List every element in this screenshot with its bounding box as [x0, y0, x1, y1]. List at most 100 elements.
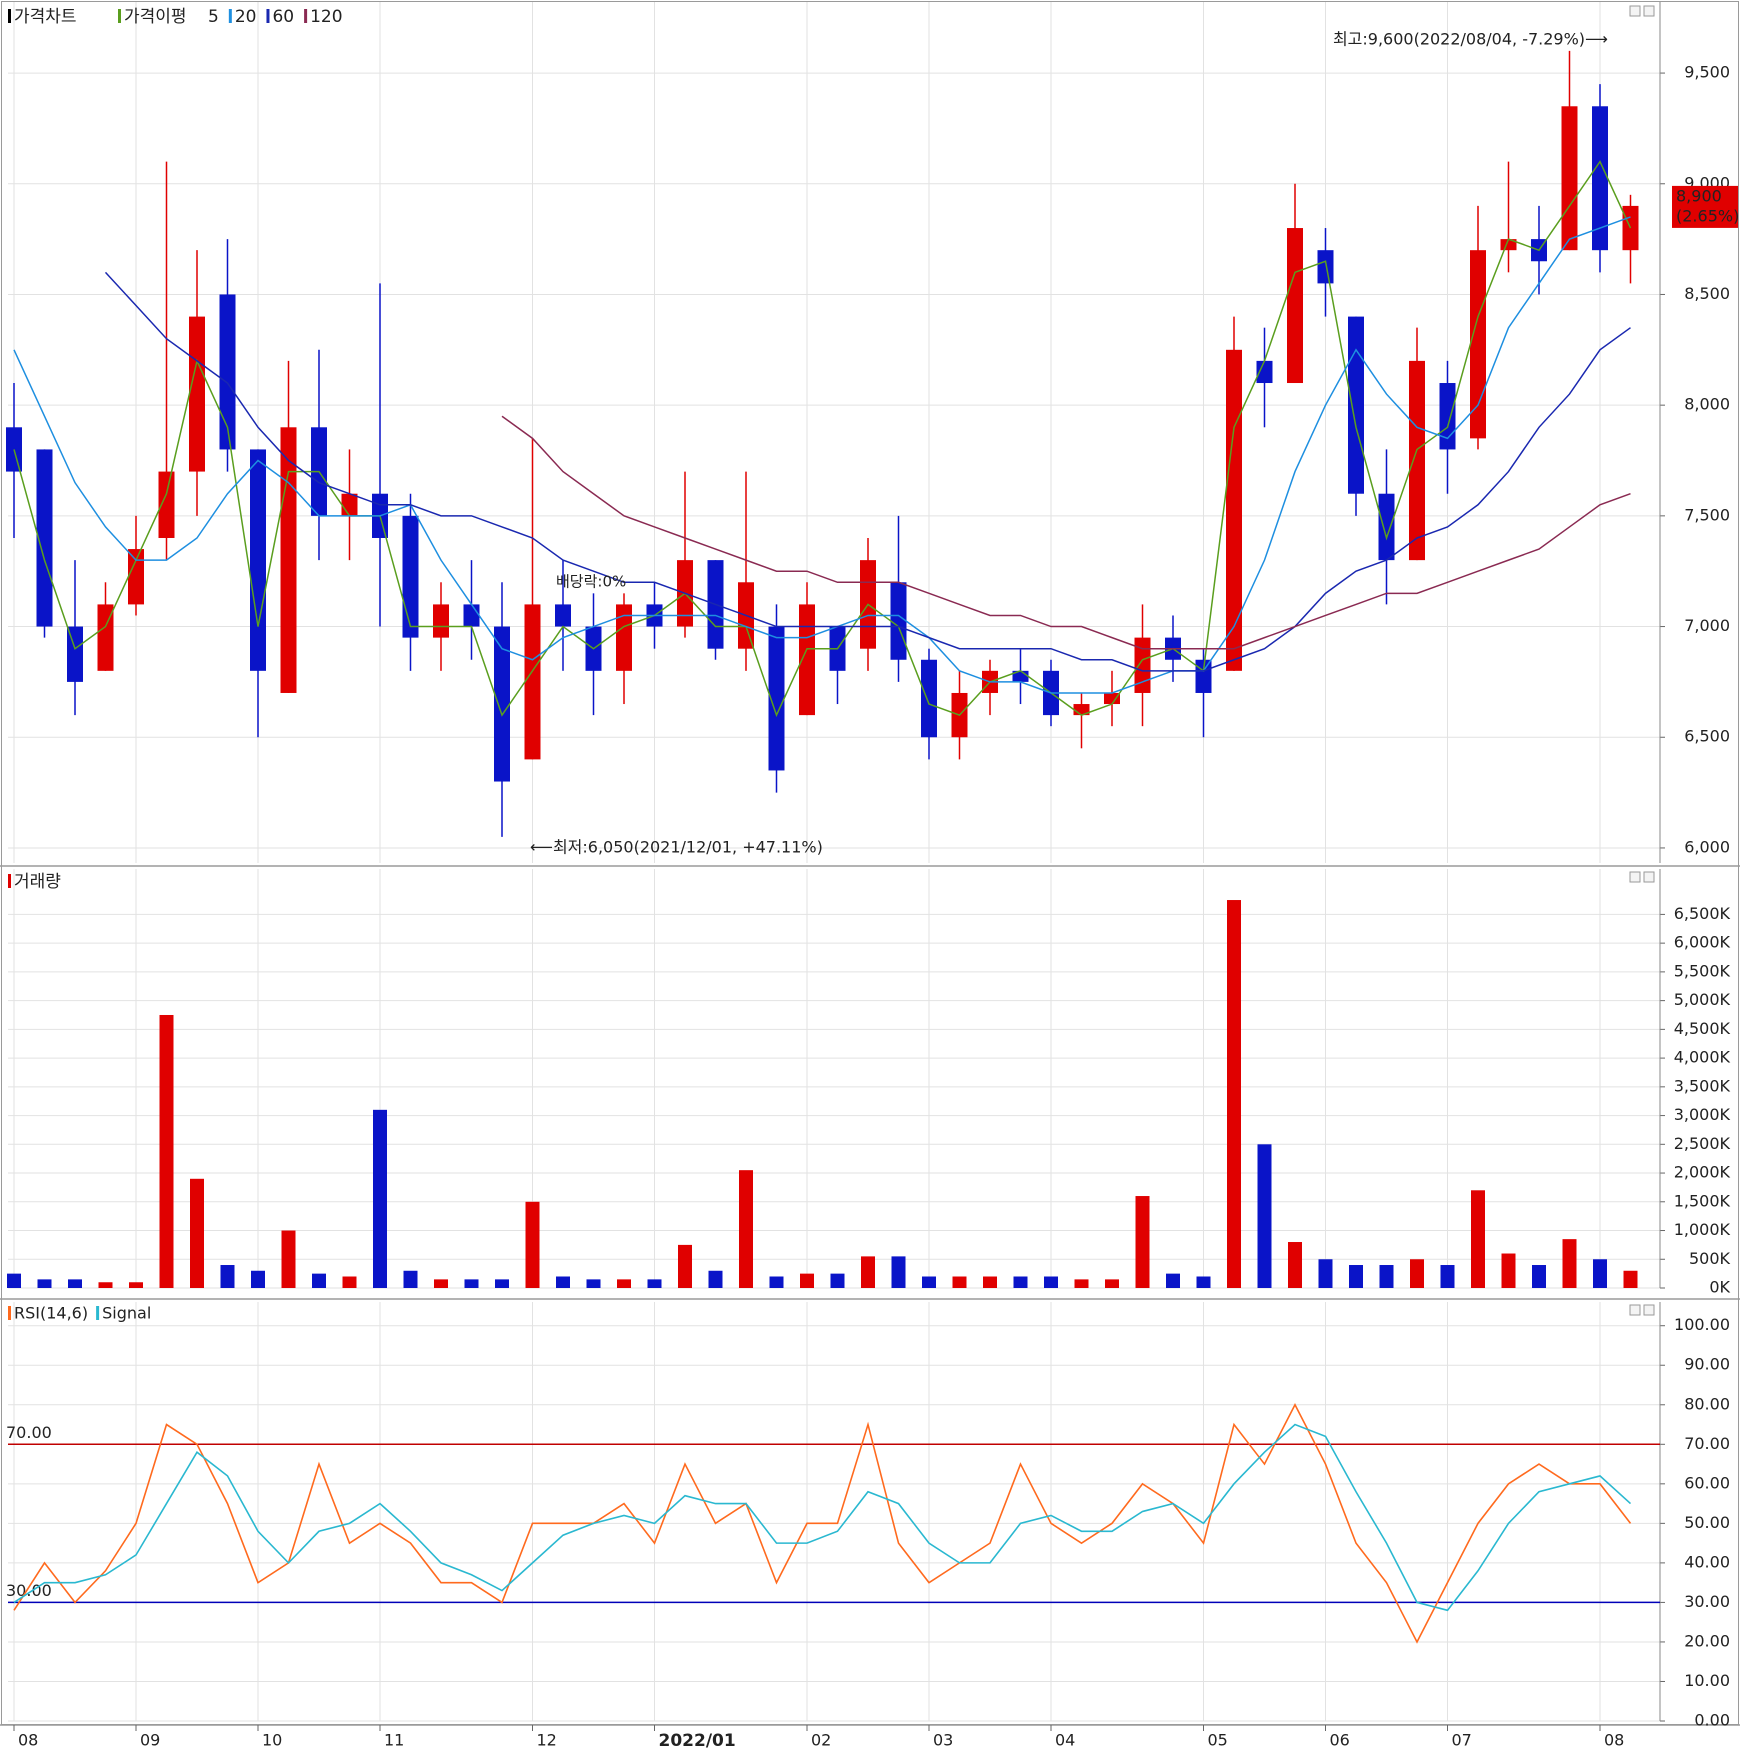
- candle-body: [799, 604, 815, 716]
- x-tick-label: 04: [1055, 1731, 1075, 1750]
- volume-bar: [617, 1279, 631, 1288]
- low-annotation: ⟵최저:6,050(2021/12/01, +47.11%): [530, 838, 823, 857]
- close-button[interactable]: [1643, 871, 1655, 883]
- volume-bar: [1166, 1273, 1180, 1288]
- volume-bar: [800, 1273, 814, 1288]
- legend-title: 가격이평: [124, 7, 187, 27]
- high-annotation: 최고:9,600(2022/08/04, -7.29%)⟶: [1333, 30, 1608, 49]
- minimize-button[interactable]: [1629, 1304, 1641, 1316]
- candle-body: [1561, 106, 1578, 251]
- x-tick-label: 08: [1604, 1731, 1624, 1750]
- volume-bar: [1044, 1276, 1058, 1288]
- legend-label: 60: [272, 7, 294, 27]
- y-tick-label: 8,000: [1684, 395, 1730, 414]
- volume-bar: [7, 1273, 21, 1288]
- volume-bar: [190, 1178, 204, 1288]
- y-tick-label: 0.00: [1694, 1711, 1730, 1730]
- volume-bar: [1318, 1259, 1333, 1288]
- volume-bar: [1135, 1196, 1150, 1288]
- y-tick-label: 70.00: [1684, 1434, 1730, 1453]
- candle-body: [1012, 670, 1029, 682]
- volume-bar: [1501, 1253, 1516, 1288]
- y-tick-label: 1,500K: [1674, 1191, 1731, 1210]
- volume-bar: [1440, 1265, 1455, 1288]
- panel-buttons[interactable]: [1629, 5, 1655, 1316]
- volume-bar: [1623, 1270, 1638, 1288]
- volume-bar: [251, 1270, 265, 1288]
- x-tick-label: 10: [262, 1731, 282, 1750]
- volume-bar: [1257, 1144, 1272, 1288]
- y-tick-label: 7,000: [1684, 616, 1730, 635]
- x-tick-label: 02: [811, 1731, 831, 1750]
- y-tick-label: 40.00: [1684, 1552, 1730, 1571]
- y-tick-label: 100.00: [1674, 1315, 1730, 1334]
- candle-body: [1378, 493, 1395, 561]
- candle-body: [250, 449, 266, 671]
- y-tick-label: 500K: [1689, 1249, 1731, 1268]
- reference-label: 70.00: [6, 1423, 52, 1442]
- y-tick-label: 90.00: [1684, 1355, 1730, 1374]
- volume-bar: [708, 1270, 723, 1288]
- legend-marker: [266, 9, 270, 23]
- y-tick-label: 2,500K: [1674, 1134, 1731, 1153]
- candle-body: [1439, 383, 1456, 450]
- y-tick-label: 50.00: [1684, 1513, 1730, 1532]
- candle-body: [341, 493, 358, 516]
- y-tick-label: 0K: [1709, 1278, 1730, 1297]
- candle-body: [616, 604, 632, 671]
- y-tick-label: 3,500K: [1674, 1076, 1731, 1095]
- y-tick-label: 5,500K: [1674, 961, 1731, 980]
- x-tick-label: 09: [140, 1731, 160, 1750]
- candle-body: [128, 549, 144, 605]
- volume-bar: [98, 1282, 113, 1288]
- close-button[interactable]: [1643, 1304, 1655, 1316]
- volume-bar: [1196, 1276, 1211, 1288]
- moving-average-line: [501, 415, 1631, 650]
- volume-bar: [281, 1230, 296, 1288]
- legend-title: 거래량: [14, 872, 61, 892]
- minimize-button[interactable]: [1629, 871, 1641, 883]
- volume-bar: [464, 1279, 479, 1288]
- last-price: 8,900: [1676, 186, 1722, 205]
- y-tick-label: 6,500: [1684, 727, 1730, 746]
- x-tick-label: 12: [537, 1731, 557, 1750]
- candle-body: [189, 316, 205, 472]
- legend-marker: [8, 874, 11, 888]
- volume-bar: [678, 1244, 692, 1288]
- candle-body: [768, 626, 785, 771]
- volume-bar: [220, 1265, 235, 1288]
- x-tick-label: 11: [384, 1731, 404, 1750]
- volume-bar: [1074, 1279, 1089, 1288]
- y-tick-label: 10.00: [1684, 1671, 1730, 1690]
- legend-label: Signal: [102, 1304, 151, 1323]
- legend-label: RSI(14,6): [14, 1304, 88, 1323]
- close-button[interactable]: [1643, 5, 1655, 17]
- y-tick-label: 30.00: [1684, 1592, 1730, 1611]
- last-change: (2.65%): [1676, 206, 1739, 225]
- moving-average-line: [13, 216, 1631, 694]
- legend-marker: [96, 1306, 100, 1320]
- y-tick-label: 4,500K: [1674, 1019, 1731, 1038]
- candle-body: [158, 471, 175, 538]
- candle-body: [524, 604, 541, 760]
- legend-marker: [228, 9, 232, 23]
- y-tick-label: 4,000K: [1674, 1048, 1731, 1067]
- candle-body: [1500, 239, 1517, 251]
- y-tick-label: 2,000K: [1674, 1163, 1731, 1182]
- volume-bar: [434, 1279, 448, 1288]
- x-tick-label: 05: [1208, 1731, 1228, 1750]
- y-tick-label: 6,500K: [1674, 904, 1731, 923]
- y-tick-label: 9,500: [1684, 63, 1730, 82]
- volume-bar: [495, 1279, 509, 1288]
- y-tick-label: 8,500: [1684, 284, 1730, 303]
- volume-bar: [1410, 1259, 1424, 1288]
- volume-bar: [1349, 1265, 1363, 1288]
- y-tick-label: 80.00: [1684, 1394, 1730, 1413]
- volume-bar: [739, 1170, 753, 1288]
- moving-average-line: [104, 271, 1631, 672]
- volume-bar: [891, 1256, 906, 1288]
- minimize-button[interactable]: [1629, 5, 1641, 17]
- candle-body: [1226, 349, 1242, 671]
